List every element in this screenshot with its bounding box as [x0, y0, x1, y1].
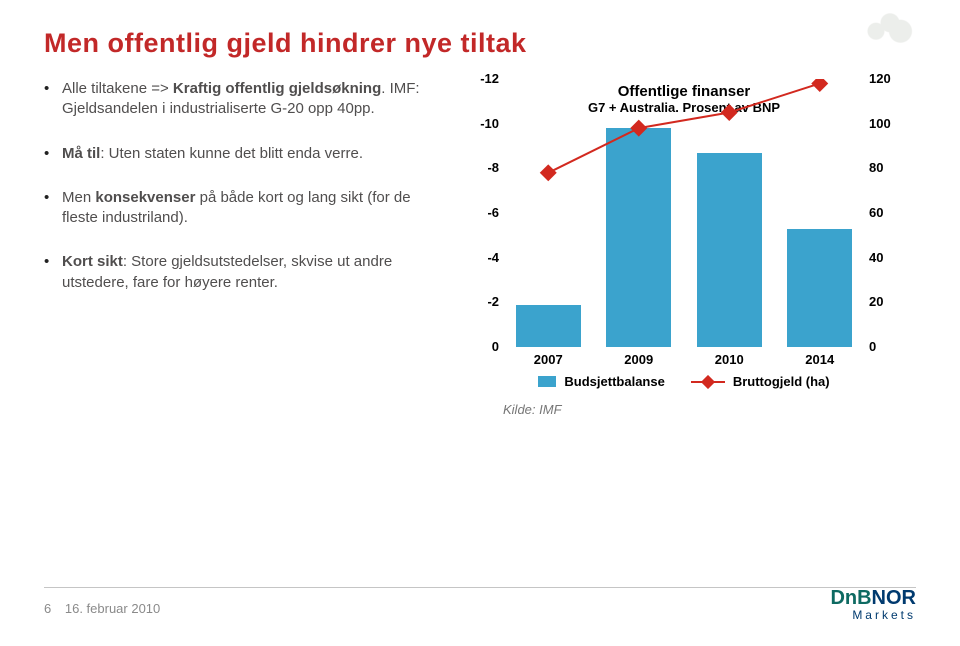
watermark-graphic	[848, 6, 918, 48]
logo-line1: DnBNOR	[830, 587, 916, 610]
bullet-item: Må til: Uten staten kunne det blitt enda…	[44, 144, 447, 164]
bullet-item: Alle tiltakene => Kraftig offentlig gjel…	[44, 79, 447, 120]
body: Alle tiltakene => Kraftig offentlig gjel…	[44, 79, 916, 389]
bullet-item: Kort sikt: Store gjeldsutstedelser, skvi…	[44, 252, 447, 293]
chart-marker-icon	[811, 79, 828, 92]
chart-marker-icon	[630, 120, 647, 137]
slide-title: Men offentlig gjeld hindrer nye tiltak	[44, 28, 916, 59]
footer-divider	[44, 587, 916, 588]
footer: 6 16. februar 2010	[44, 601, 160, 616]
logo-part-green: DnB	[830, 587, 871, 609]
bullet-text-bold: Kraftig offentlig gjeldsøkning	[173, 80, 381, 97]
chart-column: Offentlige finanser G7 + Australia. Pros…	[459, 79, 916, 389]
chart-marker-icon	[721, 104, 738, 121]
bullet-column: Alle tiltakene => Kraftig offentlig gjel…	[44, 79, 459, 389]
bullet-text-bold: Kort sikt	[62, 253, 123, 270]
bullet-text-bold: konsekvenser	[95, 189, 195, 206]
footer-date: 16. februar 2010	[65, 601, 160, 616]
slide: Men offentlig gjeld hindrer nye tiltak A…	[0, 0, 960, 646]
bullet-text-pre: Men	[62, 189, 95, 206]
chart-line	[469, 79, 899, 389]
bullet-text-post: : Uten staten kunne det blitt enda verre…	[100, 145, 363, 162]
bullet-list: Alle tiltakene => Kraftig offentlig gjel…	[44, 79, 447, 293]
logo-part-blue: NOR	[872, 587, 916, 609]
bullet-text-bold: Må til	[62, 145, 100, 162]
bullet-item: Men konsekvenser på både kort og lang si…	[44, 188, 447, 229]
bullet-text-pre: Alle tiltakene =>	[62, 80, 173, 97]
chart-marker-icon	[540, 164, 557, 181]
chart: Offentlige finanser G7 + Australia. Pros…	[469, 79, 899, 389]
page-number: 6	[44, 601, 51, 616]
logo-line2: Markets	[830, 608, 916, 622]
logo: DnBNOR Markets	[830, 587, 916, 622]
chart-source: Kilde: IMF	[503, 402, 562, 417]
